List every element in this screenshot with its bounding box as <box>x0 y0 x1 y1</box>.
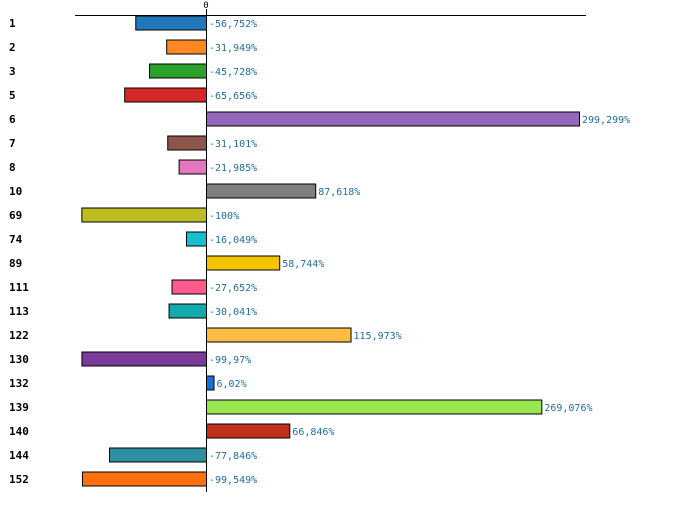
value-label: 87,618% <box>318 187 360 198</box>
category-label: 10 <box>9 185 22 198</box>
category-label: 130 <box>9 353 29 366</box>
bar <box>206 327 352 343</box>
value-label: 66,846% <box>292 427 334 438</box>
bar <box>178 159 207 175</box>
category-label: 6 <box>9 113 16 126</box>
category-label: 89 <box>9 257 22 270</box>
value-label: 299,299% <box>582 115 630 126</box>
category-label: 7 <box>9 137 16 150</box>
value-label: 269,076% <box>544 403 592 414</box>
category-label: 113 <box>9 305 29 318</box>
bar <box>206 183 317 199</box>
bar <box>124 87 207 103</box>
category-label: 69 <box>9 209 22 222</box>
bar <box>206 423 291 439</box>
bar <box>168 303 207 319</box>
value-label: -45,728% <box>209 67 257 78</box>
value-label: -27,652% <box>209 283 257 294</box>
value-label: -100% <box>209 211 239 222</box>
bar <box>206 255 281 271</box>
bar <box>206 111 580 127</box>
category-label: 5 <box>9 89 16 102</box>
value-label: 6,02% <box>217 379 247 390</box>
value-label: -99,97% <box>209 355 251 366</box>
bar <box>81 207 207 223</box>
category-label: 140 <box>9 425 29 438</box>
bar <box>171 279 207 295</box>
value-label: 115,973% <box>354 331 402 342</box>
category-label: 2 <box>9 41 16 54</box>
category-label: 144 <box>9 449 29 462</box>
bar <box>81 351 207 367</box>
bar <box>206 375 215 391</box>
category-label: 8 <box>9 161 16 174</box>
value-label: -30,041% <box>209 307 257 318</box>
bar <box>149 63 207 79</box>
value-label: -31,949% <box>209 43 257 54</box>
bar <box>166 39 207 55</box>
zero-tick-label: 0 <box>203 1 208 11</box>
bars-group: 1 -56,752% 2 -31,949% 3 -45,728% 5 -65,656% 6 299… <box>9 15 630 487</box>
value-label: -99,549% <box>209 475 257 486</box>
value-label: -56,752% <box>209 19 257 30</box>
value-label: -77,846% <box>209 451 257 462</box>
category-label: 122 <box>9 329 29 342</box>
value-label: -65,656% <box>209 91 257 102</box>
bar <box>108 447 207 463</box>
bar <box>185 231 207 247</box>
bar <box>206 399 543 415</box>
category-label: 152 <box>9 473 29 486</box>
bar <box>81 471 207 487</box>
category-label: 74 <box>9 233 23 246</box>
value-label: -16,049% <box>209 235 257 246</box>
category-label: 111 <box>9 281 29 294</box>
bar <box>135 15 208 31</box>
category-label: 1 <box>9 17 16 30</box>
value-label: -21,985% <box>209 163 257 174</box>
category-label: 132 <box>9 377 29 390</box>
value-label: 58,744% <box>282 259 324 270</box>
bar <box>167 135 208 151</box>
value-label: -31,101% <box>209 139 257 150</box>
category-label: 3 <box>9 65 16 78</box>
category-label: 139 <box>9 401 29 414</box>
